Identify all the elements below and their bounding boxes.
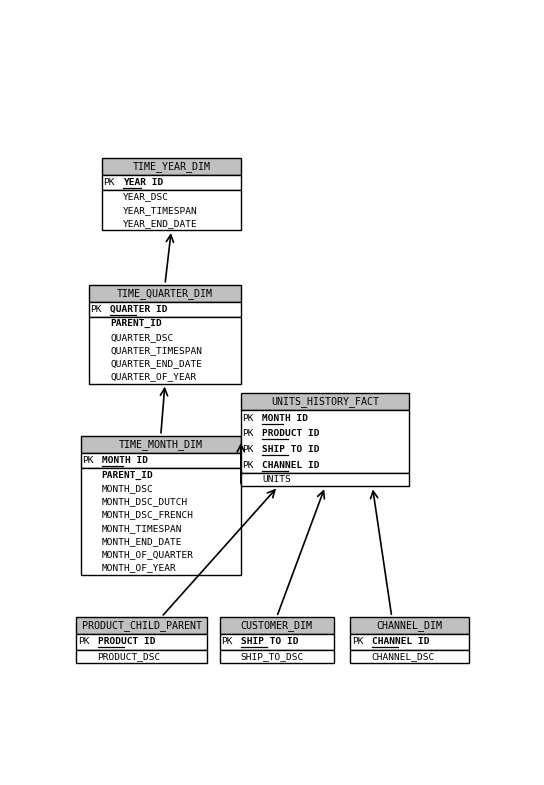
Text: PK: PK bbox=[242, 461, 254, 470]
Text: MONTH_OF_QUARTER: MONTH_OF_QUARTER bbox=[102, 550, 194, 559]
Bar bbox=[220, 617, 333, 634]
Text: PK: PK bbox=[103, 178, 115, 187]
Text: PRODUCT_CHILD_PARENT: PRODUCT_CHILD_PARENT bbox=[82, 620, 202, 631]
Text: CHANNEL ID: CHANNEL ID bbox=[262, 461, 319, 470]
Text: MONTH ID: MONTH ID bbox=[262, 414, 308, 422]
Bar bbox=[76, 650, 207, 663]
Text: PK: PK bbox=[242, 414, 254, 422]
Bar bbox=[81, 453, 241, 469]
Text: YEAR_END_DATE: YEAR_END_DATE bbox=[123, 219, 197, 228]
Text: QUARTER_OF_YEAR: QUARTER_OF_YEAR bbox=[110, 373, 196, 382]
Bar bbox=[89, 301, 241, 317]
Text: MONTH_DSC_FRENCH: MONTH_DSC_FRENCH bbox=[102, 510, 194, 520]
Text: QUARTER_END_DATE: QUARTER_END_DATE bbox=[110, 360, 202, 368]
Text: PRODUCT ID: PRODUCT ID bbox=[262, 429, 319, 438]
Text: YEAR_DSC: YEAR_DSC bbox=[123, 192, 169, 202]
Text: SHIP_TO_DSC: SHIP_TO_DSC bbox=[241, 652, 304, 661]
Text: PARENT_ID: PARENT_ID bbox=[110, 319, 162, 328]
Text: CHANNEL ID: CHANNEL ID bbox=[372, 637, 429, 646]
Text: UNITS: UNITS bbox=[262, 476, 290, 484]
Bar bbox=[102, 158, 241, 174]
Bar bbox=[76, 617, 207, 634]
Text: SHIP TO ID: SHIP TO ID bbox=[262, 445, 319, 454]
Text: MONTH_TIMESPAN: MONTH_TIMESPAN bbox=[102, 524, 182, 533]
Text: PK: PK bbox=[242, 429, 254, 438]
Bar bbox=[350, 634, 468, 650]
Text: QUARTER_DSC: QUARTER_DSC bbox=[110, 333, 174, 341]
Bar bbox=[102, 174, 241, 190]
Bar bbox=[220, 650, 333, 663]
Text: PK: PK bbox=[352, 637, 363, 646]
Bar bbox=[89, 285, 241, 301]
Text: PRODUCT ID: PRODUCT ID bbox=[97, 637, 155, 646]
Text: SHIP TO ID: SHIP TO ID bbox=[241, 637, 298, 646]
Text: CHANNEL_DIM: CHANNEL_DIM bbox=[376, 620, 442, 631]
Bar bbox=[81, 469, 241, 575]
Text: MONTH ID: MONTH ID bbox=[102, 456, 148, 465]
Text: PK: PK bbox=[90, 305, 102, 314]
Bar bbox=[241, 473, 410, 487]
Text: QUARTER ID: QUARTER ID bbox=[110, 305, 168, 314]
Text: PARENT_ID: PARENT_ID bbox=[102, 470, 153, 480]
Bar bbox=[76, 634, 207, 650]
Text: UNITS_HISTORY_FACT: UNITS_HISTORY_FACT bbox=[271, 396, 379, 407]
Text: TIME_QUARTER_DIM: TIME_QUARTER_DIM bbox=[117, 287, 213, 298]
Text: PK: PK bbox=[78, 637, 89, 646]
Bar bbox=[241, 411, 410, 473]
Text: TIME_YEAR_DIM: TIME_YEAR_DIM bbox=[132, 161, 211, 172]
Bar bbox=[241, 393, 410, 411]
Bar bbox=[350, 617, 468, 634]
Text: MONTH_END_DATE: MONTH_END_DATE bbox=[102, 537, 182, 546]
Text: MONTH_DSC_DUTCH: MONTH_DSC_DUTCH bbox=[102, 497, 188, 506]
Text: YEAR ID: YEAR ID bbox=[123, 178, 163, 187]
Text: PRODUCT_DSC: PRODUCT_DSC bbox=[97, 652, 161, 661]
Text: MONTH_OF_YEAR: MONTH_OF_YEAR bbox=[102, 564, 176, 572]
Text: PK: PK bbox=[242, 445, 254, 454]
Text: CHANNEL_DSC: CHANNEL_DSC bbox=[372, 652, 435, 661]
Text: QUARTER_TIMESPAN: QUARTER_TIMESPAN bbox=[110, 346, 202, 355]
Text: CUSTOMER_DIM: CUSTOMER_DIM bbox=[240, 620, 313, 631]
Text: YEAR_TIMESPAN: YEAR_TIMESPAN bbox=[123, 206, 197, 215]
Bar bbox=[220, 634, 333, 650]
Text: PK: PK bbox=[82, 456, 94, 465]
Bar bbox=[102, 190, 241, 230]
Text: MONTH_DSC: MONTH_DSC bbox=[102, 484, 153, 493]
Text: TIME_MONTH_DIM: TIME_MONTH_DIM bbox=[119, 439, 203, 450]
Bar bbox=[350, 650, 468, 663]
Bar bbox=[89, 317, 241, 384]
Text: PK: PK bbox=[221, 637, 233, 646]
Bar bbox=[81, 436, 241, 453]
